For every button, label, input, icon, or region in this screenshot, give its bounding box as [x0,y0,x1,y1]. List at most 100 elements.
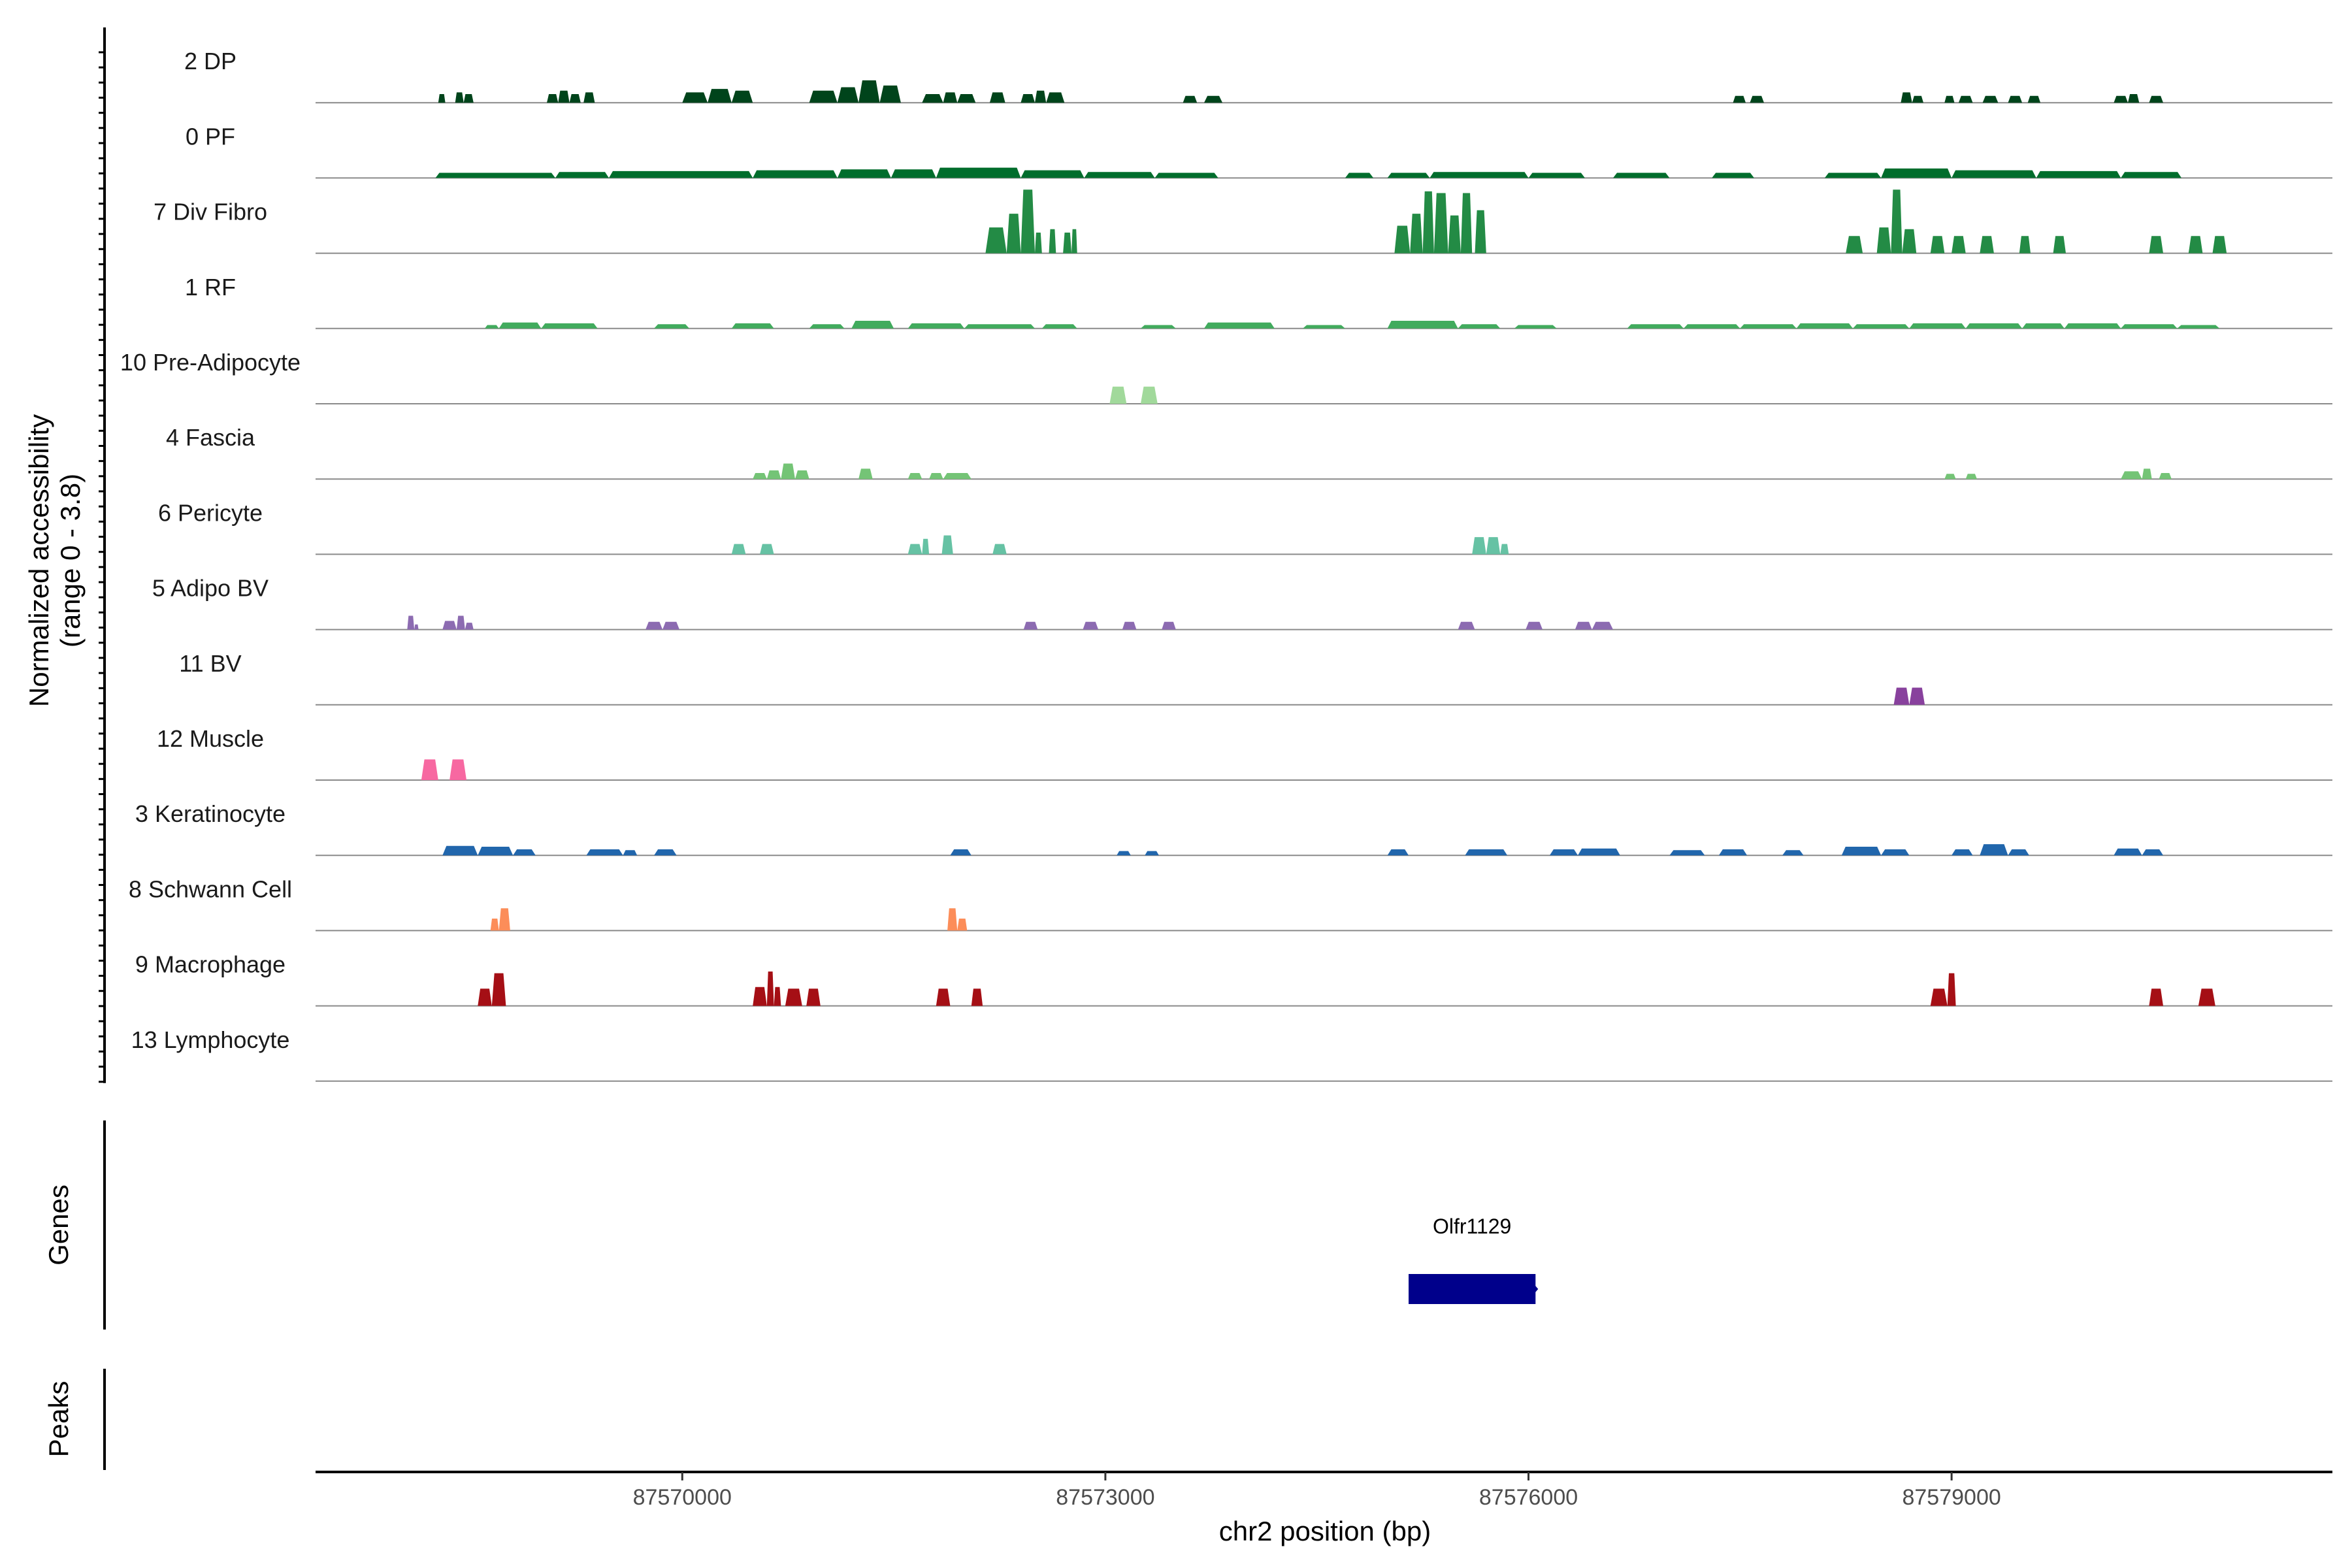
coverage-peak [2149,95,2163,103]
coverage-peak [449,759,466,780]
coverage-peak [1021,170,1085,178]
coverage-peak [2149,988,2163,1006]
peaks-panel: Peaks [43,1369,106,1470]
coverage-peak [645,621,663,630]
coverage-peak [2022,323,2065,329]
coverage-peak [1162,621,1176,630]
coverage-peak [1578,848,1620,856]
coverage-peak [941,535,953,555]
track-label: 10 Pre-Adipocyte [120,349,301,376]
coverage-peak [682,92,708,103]
coverage-peak [1912,95,1923,103]
coverage-peak [1891,189,1903,253]
coverage-peak [442,621,457,630]
coverage-peak [1387,172,1430,178]
coverage-peak [1909,323,1966,329]
coverage-peak [586,849,623,856]
coverage-peak [513,849,536,856]
coverage-peak [1952,849,1973,856]
coverage-peak [1740,324,1797,329]
coverage-peak [478,988,492,1006]
coverage-peak [858,80,880,103]
genes-panel-label: Genes [43,1184,74,1266]
coverage-peak [1627,324,1684,329]
coverage-peak [414,624,419,630]
coverage-peak [1901,92,1912,103]
coverage-peak [463,94,474,103]
coverage-peak [442,845,478,856]
coverage-peak [455,92,464,103]
coverage-peak [851,321,894,329]
coverage-peak [2149,236,2163,253]
coverage-peak [438,94,446,103]
coverage-peak [1549,849,1578,856]
coverage-peak [1006,214,1021,253]
track-12-muscle: 12 Muscle [157,725,2332,781]
track-label: 6 Pericyte [158,499,263,526]
coverage-peak [795,470,809,480]
coverage-peak [498,322,542,329]
coverage-peak [498,908,510,931]
x-tick-label: 87570000 [633,1485,732,1510]
coverage-peak [950,849,972,856]
coverage-peak [1433,193,1448,253]
coverage-peak [731,323,774,329]
coverage-peak [2142,849,2163,856]
coverage-peak [929,473,943,480]
coverage-peak [662,621,679,630]
coverage-peak [766,972,774,1006]
coverage-peak [1083,621,1099,630]
coverage-peak [989,92,1005,103]
coverage-peak [1592,621,1613,630]
coverage-peak [1448,215,1461,253]
coverage-peak [407,615,415,630]
gene-body [1409,1274,1536,1304]
coverage-peak [2036,171,2121,178]
track-2-dp: 2 DP [184,48,2332,104]
coverage-peak [1071,229,1077,253]
coverage-peak [837,87,859,103]
coverage-peak [879,85,901,103]
coverage-peak [1084,172,1155,178]
coverage-peak [766,470,781,480]
coverage-peak [1952,236,1966,253]
coverage-peak [2188,236,2203,253]
coverage-peak [781,463,795,480]
coverage-peak [1881,849,1910,856]
coverage-peak [985,227,1007,253]
coverage-peak [1303,325,1345,329]
gene-label: Olfr1129 [1433,1215,1511,1238]
x-tick-label: 87576000 [1479,1485,1578,1510]
coverage-peak [992,544,1007,555]
coverage-peak [1035,90,1047,103]
coverage-peak [1796,323,1853,329]
coverage-peak [583,92,595,103]
coverage-peak [485,325,499,329]
coverage-peak [541,323,598,329]
coverage-peak [731,544,746,555]
track-0-pf: 0 PF [186,123,2332,179]
coverage-peak [936,988,951,1006]
coverage-peak [1387,321,1458,329]
track-label: 11 BV [179,650,241,677]
coverage-peak [1183,95,1198,103]
track-7-div-fibro: 7 Div Fibro [154,189,2332,254]
coverage-peak [1750,95,1764,103]
coverage-peak [809,324,845,329]
coverage-peak [2177,325,2220,329]
coverage-peak [1023,621,1038,630]
coverage-peak [1204,322,1275,329]
coverage-peak [858,468,873,480]
coverage-peak [435,172,555,178]
coverage-peak [1410,214,1423,253]
track-label: 7 Div Fibro [154,199,267,225]
coverage-peak [1021,189,1035,253]
coverage-tracks: 2 DP 0 PF 7 Div Fibro 1 RF 10 Pre-Adipocyte 4… [120,48,2332,1082]
coverage-peak [1980,236,1994,253]
coverage-peak [1041,324,1077,329]
coverage-peak [2142,468,2152,480]
coverage-peak [907,323,964,329]
coverage-peak [1465,849,1508,856]
coverage-peak [1575,621,1592,630]
